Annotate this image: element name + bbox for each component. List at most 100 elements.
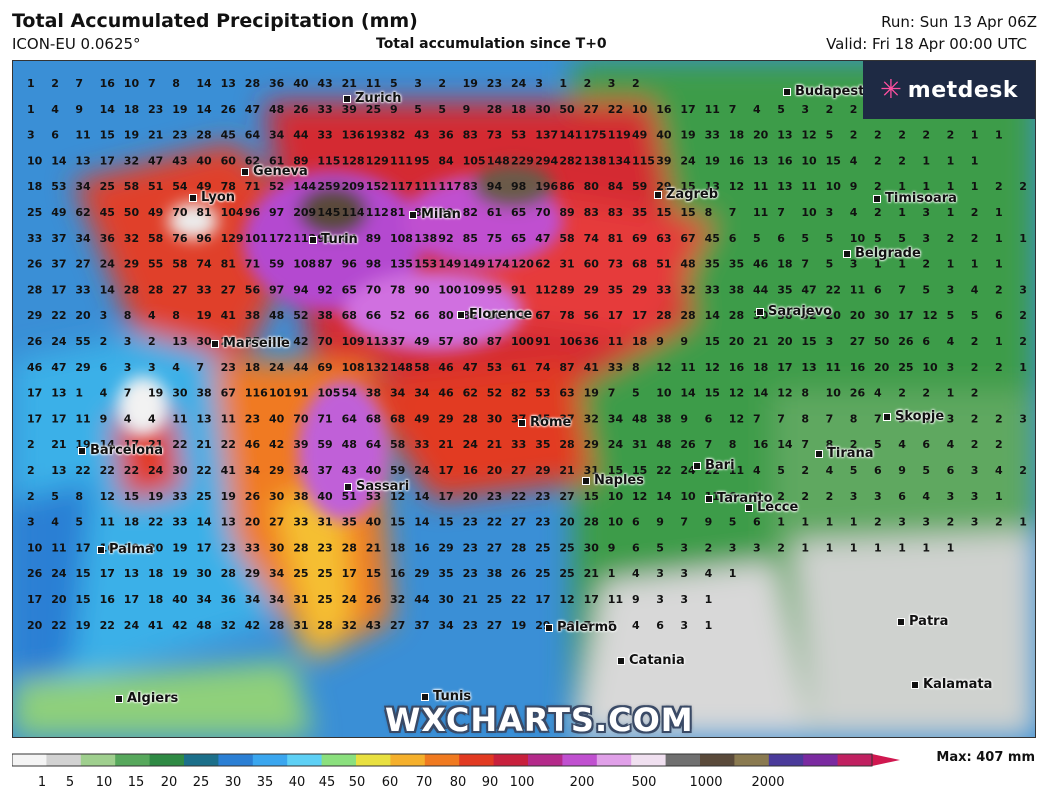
city-label: Sarajevo (756, 304, 832, 319)
legend-swatch (321, 754, 357, 766)
legend-tick-label: 200 (570, 775, 595, 790)
city-label: Sassari (344, 479, 409, 494)
city-dot-icon (897, 617, 905, 626)
dry-central-med (573, 561, 813, 737)
city-label: Lecce (745, 500, 798, 515)
dry-ionian (793, 531, 1035, 737)
legend-tick-label: 1000 (689, 775, 722, 790)
city-label: Budapest (783, 84, 864, 99)
city-dot-icon (911, 680, 919, 689)
legend-swatch (424, 754, 460, 766)
city-dot-icon (745, 503, 753, 512)
city-label: Milan (409, 207, 461, 222)
city-label: Tunis (421, 689, 471, 704)
grid-value-row: 29 22 20 3 8 4 8 19 41 38 48 52 38 68 66 52 66 80 82 10471 6… (27, 309, 1035, 322)
legend-swatch (356, 754, 391, 766)
legend-tick-label: 10 (96, 775, 113, 790)
grid-value-row: 46 47 29 6 3 3 4 7 23 18 24 44 69 10813214858 46 47 53 61… (27, 361, 1027, 374)
legend-swatch (700, 754, 735, 766)
dry-lyon (168, 203, 218, 239)
city-label: Barcelona (78, 443, 163, 458)
grid-value-row: 26 37 27 24 29 55 58 74 81 71 59 10887 96 98 135153149… (27, 258, 1003, 271)
city-dot-icon (211, 339, 219, 348)
grid-value-row: 17 13 1 4 7 19 30 38 67 11610191 10554 38 34 34 46 62 52… (27, 387, 978, 400)
legend-swatch (184, 754, 219, 766)
asterisk-star-icon: ✳ (879, 75, 902, 105)
legend-tick-label: 100 (510, 775, 535, 790)
legend-swatch (493, 754, 529, 766)
city-dot-icon (617, 656, 625, 665)
legend-swatch (596, 754, 632, 766)
city-dot-icon (756, 307, 764, 316)
city-label: Lyon (189, 190, 235, 205)
legend-tick-label: 70 (416, 775, 433, 790)
legend-tick-label: 90 (482, 775, 499, 790)
legend-swatch (149, 754, 185, 766)
legend-tick-label: 2000 (751, 775, 784, 790)
legend-tick-label: 45 (319, 775, 336, 790)
city-label: Bari (693, 458, 735, 473)
grid-value-row: 18 53 34 25 58 51 54 49 78 71 52 144259209152117111… (27, 180, 1027, 193)
legend-ticks: 1 5 10 15 20 25 30 35 40 45 50 60 70 80 90 100 200 500 100… (38, 775, 785, 790)
watermark: WXCHARTS.COM (385, 701, 694, 738)
city-dot-icon (843, 249, 851, 258)
city-label: Turin (309, 232, 358, 247)
metdesk-logo: ✳ metdesk (863, 61, 1035, 119)
grid-value-row: 26 24 55 2 3 2 13 30 27 35 45 42 70 10911337 49 57 80 87 1… (27, 335, 1035, 348)
city-dot-icon (241, 167, 249, 176)
legend-tick-label: 500 (632, 775, 657, 790)
legend-outline (12, 753, 873, 767)
legend-swatch (390, 754, 426, 766)
city-dot-icon (309, 235, 317, 244)
max-value-label: Max: 407 mm (936, 750, 1035, 765)
legend-tick-label: 60 (382, 775, 399, 790)
legend-swatch (528, 754, 563, 766)
sea-spain (13, 481, 93, 701)
grid-value-row: 3 4 5 11 18 22 33 14 13 20 27 33 31 35 40 15 14 15 23 22 27 2… (27, 516, 1027, 529)
coast-algeria (13, 661, 313, 737)
legend-swatch (459, 754, 495, 766)
legend-arrow-icon (872, 754, 900, 766)
legend-tick-label: 20 (161, 775, 178, 790)
city-label: Rome (518, 415, 571, 430)
precipitation-map[interactable]: 1 2 7 16 10 7 8 14 13 28 36 40 43 21 11 5 3 2 19 23 24 3 1 2 3 2 1… (12, 60, 1036, 738)
city-label: Taranto (705, 491, 773, 506)
city-dot-icon (457, 310, 465, 319)
legend-swatch (734, 754, 770, 766)
city-label: Palma (97, 542, 154, 557)
valid-label: Valid: Fri 18 Apr 00:00 UTC (826, 35, 1027, 53)
plume-france (73, 141, 313, 361)
legend-tick-label: 50 (349, 775, 366, 790)
legend-swatch (115, 754, 151, 766)
chart-title: Total Accumulated Precipitation (mm) (12, 10, 418, 32)
city-label: Tirana (815, 446, 874, 461)
city-label: Kalamata (911, 677, 992, 692)
city-label: Geneva (241, 164, 308, 179)
legend-tick-label: 5 (66, 775, 74, 790)
grid-value-row: 1 4 9 14 18 23 19 14 26 47 48 26 33 39 25 9 5 5 9 28 18 30 50 2… (27, 103, 1003, 116)
legend-canvas: 1 5 10 15 20 25 30 35 40 45 50 60 70 80 90 100 200 500 100… (12, 753, 900, 790)
city-label: Algiers (115, 691, 178, 706)
city-label: Zurich (343, 91, 402, 106)
peak-western-alps (243, 171, 423, 311)
city-dot-icon (421, 692, 429, 701)
grid-value-row: 2 5 8 12 15 19 33 25 19 26 30 38 40 51 53 12 14 17 20 23 22 2… (27, 490, 1003, 503)
grid-value-row: 3 6 11 15 19 21 23 28 45 64 34 44 33 13619382 43 36 83 73… (27, 129, 1003, 142)
grid-value-row: 20 22 19 22 24 41 42 48 32 42 28 31 28 32 43 27 37 34 23 27… (27, 619, 712, 632)
city-label: Zagreb (654, 187, 718, 202)
legend-tick-label: 35 (257, 775, 274, 790)
legend-swatch (562, 754, 598, 766)
city-dot-icon (409, 210, 417, 219)
city-label: Florence (457, 307, 532, 322)
legend-swatch (631, 754, 667, 766)
grid-value-row: 28 17 33 14 28 28 27 33 27 56 97 94 92 65 70 78 90 100109… (27, 283, 1035, 296)
city-dot-icon (815, 449, 823, 458)
city-label: Skopje (883, 409, 944, 424)
legend-swatch (218, 754, 254, 766)
chart-subtitle: Total accumulation since T+0 (376, 36, 607, 52)
city-label: Patra (897, 614, 948, 629)
grid-values: 1 2 7 16 10 7 8 14 13 28 36 40 43 21 11 5 3 2 19 23 24 3 1 2 3 2 1… (27, 77, 1035, 632)
city-dot-icon (883, 412, 891, 421)
legend-tick-label: 80 (450, 775, 467, 790)
grid-value-row: 25 49 62 45 50 49 70 81 10496 97 20914511411281 81 8… (27, 206, 1003, 219)
